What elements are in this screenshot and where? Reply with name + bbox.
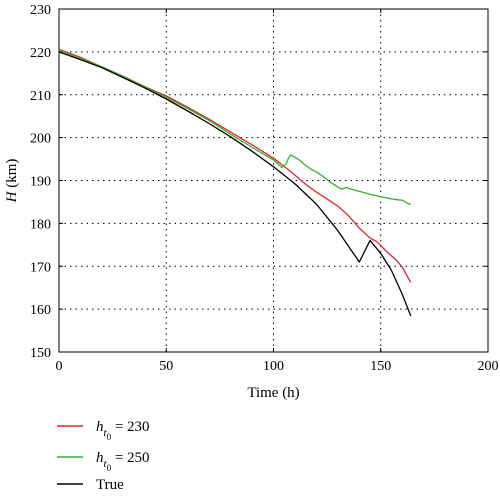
y-tick-label: 160 [30,303,51,318]
y-tick-label: 210 [30,89,51,104]
legend-entry-1: ht0 = 250 [96,450,150,473]
x-tick-label: 100 [263,359,284,374]
y-tick-label: 150 [30,346,51,361]
x-tick-label: 0 [56,359,63,374]
y-tick-label: 170 [30,260,51,275]
y-axis-label-unit: (km) [4,159,20,192]
legend-sub-subscript: 0 [107,463,112,473]
y-axis-label: H (km) [4,159,20,204]
legend-entry-2: True [96,477,124,493]
legend-var: h [96,450,104,466]
y-axis-label-var: H [4,190,20,203]
legend-sub-subscript: 0 [107,432,112,442]
series-line-2 [58,51,412,317]
x-axis-label: Time (h) [247,385,299,401]
legend-value: = 230 [111,419,149,435]
y-tick-label: 190 [30,175,51,190]
y-tick-label: 180 [30,217,51,232]
axis-ticks: 0 50 100 150 200 150 160 170 180 190 200 210 220 230 [30,3,499,374]
x-tick-label: 150 [370,359,391,374]
legend-subscript: t [104,427,108,439]
series-line-0 [58,48,412,283]
x-tick-label: 200 [478,359,499,374]
y-tick-label: 230 [30,3,51,18]
legend-entry-0: ht0 = 230 [96,419,150,442]
grid-lines [59,9,488,352]
legend-value: = 250 [111,450,149,466]
y-tick-label: 200 [30,132,51,147]
legend-var: h [96,419,104,435]
series-lines [58,48,412,317]
series-line-1 [58,49,412,206]
x-tick-label: 50 [159,359,173,374]
y-tick-label: 220 [30,46,51,61]
legend-subscript: t [104,458,108,470]
